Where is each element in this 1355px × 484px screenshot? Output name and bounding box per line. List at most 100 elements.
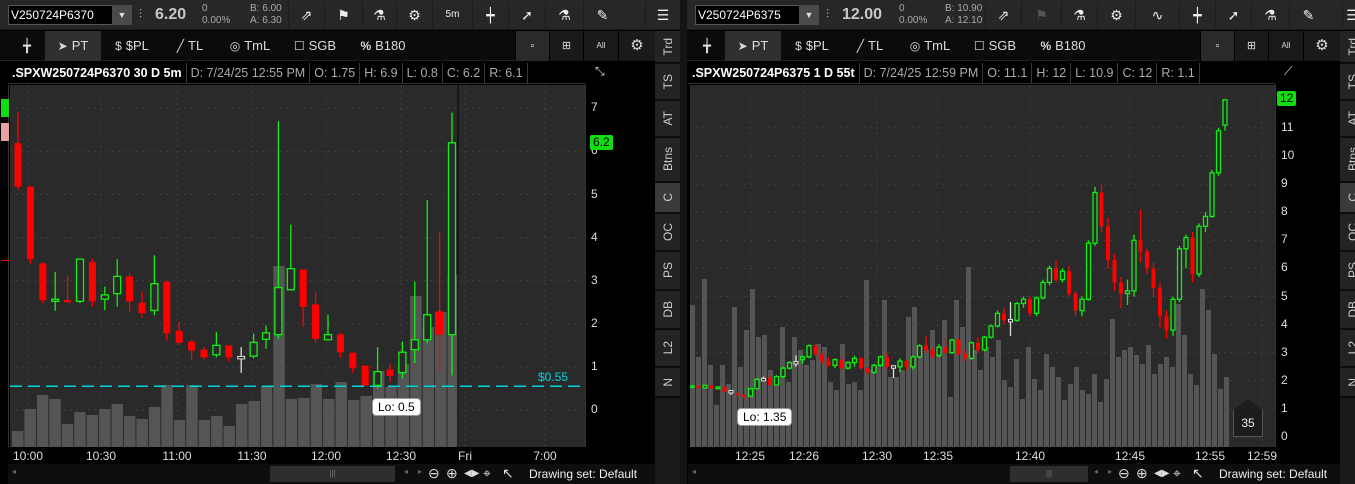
time-axis-right[interactable]: 12:25 12:26 12:30 12:35 12:40 12:45 12:55 12:59 xyxy=(688,447,1340,464)
sgb-tool[interactable]: ☐ SGB xyxy=(285,31,345,61)
single-layout-icon[interactable]: ▫ xyxy=(515,31,549,61)
side-tab-c[interactable]: C xyxy=(1340,183,1355,214)
pointer-tool[interactable]: ➤ PT xyxy=(725,31,781,61)
side-tab-l2[interactable]: L2 xyxy=(655,330,680,368)
zoom-in-icon[interactable]: ⊕ xyxy=(1136,465,1148,481)
auto-scale-icon[interactable]: ⤡ xyxy=(595,64,605,78)
pl-tool[interactable]: $ $PL xyxy=(783,31,841,61)
candle-style-icon[interactable]: ┿ xyxy=(1179,2,1215,28)
cursor-mode-icon[interactable]: ↖ xyxy=(1192,465,1204,481)
drawing-icon[interactable]: ✎ xyxy=(583,2,621,28)
cursor-icon[interactable]: ➚ xyxy=(1215,2,1251,28)
candle-style-icon[interactable]: ┿ xyxy=(472,2,508,28)
volume-bar xyxy=(1104,379,1109,447)
side-tab-oc[interactable]: OC xyxy=(1340,214,1355,252)
timeline-tool[interactable]: ◎ TmL xyxy=(220,31,280,61)
all-button[interactable]: All xyxy=(1268,31,1303,61)
drawing-set-label[interactable]: Drawing set: Default xyxy=(1219,467,1328,481)
time-axis-left[interactable]: 10:00 10:30 11:00 11:30 12:00 12:30 Fri 7:00 xyxy=(8,447,655,464)
pulse-icon[interactable]: ∿ xyxy=(1135,2,1179,28)
cursor-icon[interactable]: ➚ xyxy=(508,2,545,28)
cursor-mode-icon[interactable]: ↖ xyxy=(502,465,514,481)
scroll-right-button[interactable]: ▸ xyxy=(1108,467,1113,476)
grid-layout-icon[interactable]: ⊞ xyxy=(549,31,583,61)
pin-icon[interactable]: ╈ xyxy=(703,38,711,53)
side-tab-ps[interactable]: PS xyxy=(655,252,680,291)
grid-layout-icon[interactable]: ⊞ xyxy=(1234,31,1268,61)
horizontal-scrollbar[interactable]: ◂ ||| ◂ ▸ ⊖ ⊕ ◀▶ ⌖ ↖ Drawing set: Defaul… xyxy=(8,464,655,484)
all-button[interactable]: All xyxy=(583,31,618,61)
b180-tool[interactable]: % B180 xyxy=(352,31,414,61)
zoom-in-icon[interactable]: ⊕ xyxy=(446,465,458,481)
b180-tool[interactable]: % B180 xyxy=(1032,31,1094,61)
symbol-dropdown-button[interactable]: ▼ xyxy=(112,5,132,25)
price-axis-right[interactable]: ⟋ 0 1 2 3 4 5 6 7 8 9 10 11 xyxy=(1275,64,1340,447)
trendline-tool[interactable]: ╱ TL xyxy=(845,31,895,61)
scroll-left-button[interactable]: ◂ xyxy=(1094,467,1099,476)
scroll-left-arrow[interactable]: ◂ xyxy=(12,467,17,476)
thermometer-icon[interactable]: ⫶ xyxy=(139,7,143,21)
pan-icon[interactable]: ◀▶ xyxy=(464,468,480,479)
side-tab-trd[interactable]: Trd xyxy=(655,31,680,64)
interval-button[interactable]: 5m xyxy=(432,2,472,28)
zoom-out-icon[interactable]: ⊖ xyxy=(428,465,440,481)
candle-body-up xyxy=(690,385,695,389)
scrollbar-thumb[interactable]: ||| xyxy=(1010,466,1088,482)
side-tab-db[interactable]: DB xyxy=(655,291,680,330)
side-tab-trd[interactable]: Trd xyxy=(1340,31,1355,64)
drawing-icon[interactable]: ✎ xyxy=(1289,2,1327,28)
single-layout-icon[interactable]: ▫ xyxy=(1200,31,1234,61)
side-tab-at[interactable]: AT xyxy=(655,101,680,138)
side-tab-btns[interactable]: Btns xyxy=(1340,138,1355,183)
price-chart-left[interactable] xyxy=(10,85,585,447)
horizontal-scrollbar[interactable]: ◂ ||| ◂ ▸ ⊖ ⊕ ◀▶ ⌖ ↖ Drawing set: Defaul… xyxy=(688,464,1340,484)
side-tab-ts[interactable]: TS xyxy=(655,64,680,101)
scroll-left-button[interactable]: ◂ xyxy=(404,467,409,476)
side-tab-btns[interactable]: Btns xyxy=(655,138,680,183)
scrollbar-thumb[interactable]: ||| xyxy=(270,466,395,482)
side-tab-n[interactable]: N xyxy=(655,368,680,398)
pointer-tool[interactable]: ➤ PT xyxy=(45,31,101,61)
share-icon[interactable]: ⇗ xyxy=(288,2,324,28)
side-tab-c[interactable]: C xyxy=(655,183,680,214)
candle-body-down xyxy=(865,368,870,373)
gear-icon[interactable]: ⚙ xyxy=(396,2,432,28)
menu-icon[interactable]: ☰ xyxy=(1342,2,1355,28)
crosshair-icon[interactable]: ⌖ xyxy=(1173,465,1181,481)
timeline-tool[interactable]: ◎ TmL xyxy=(900,31,960,61)
sgb-tool[interactable]: ☐ SGB xyxy=(965,31,1025,61)
symbol-input[interactable]: V250724P6375 xyxy=(695,5,801,25)
gear-icon[interactable]: ⚙ xyxy=(1097,2,1135,28)
scroll-left-arrow[interactable]: ◂ xyxy=(692,467,697,476)
drawing-set-label[interactable]: Drawing set: Default xyxy=(529,467,638,481)
studies-flask-icon[interactable]: ⚗ xyxy=(545,2,583,28)
pan-icon[interactable]: ◀▶ xyxy=(1154,468,1170,479)
zoom-out-icon[interactable]: ⊖ xyxy=(1118,465,1130,481)
alert-icon[interactable]: ⚑ xyxy=(1021,2,1061,28)
trendline-tool[interactable]: ╱ TL xyxy=(165,31,215,61)
side-tab-n[interactable]: N xyxy=(1340,368,1355,398)
price-chart-right[interactable] xyxy=(690,85,1275,447)
thermometer-icon[interactable]: ⫶ xyxy=(826,7,830,21)
pin-icon[interactable]: ╈ xyxy=(23,38,31,53)
menu-icon[interactable]: ☰ xyxy=(645,2,680,28)
crosshair-icon[interactable]: ⌖ xyxy=(483,465,491,481)
study-icon[interactable]: ⟋ xyxy=(1284,64,1293,78)
symbol-input[interactable]: V250724P6370 xyxy=(8,5,114,25)
side-tab-ts[interactable]: TS xyxy=(1340,64,1355,101)
side-tab-l2[interactable]: L2 xyxy=(1340,330,1355,368)
side-tab-ps[interactable]: PS xyxy=(1340,252,1355,291)
side-tab-at[interactable]: AT xyxy=(1340,101,1355,138)
share-icon[interactable]: ⇗ xyxy=(985,2,1021,28)
studies-flask-icon[interactable]: ⚗ xyxy=(1251,2,1289,28)
pl-tool[interactable]: $ $PL xyxy=(103,31,161,61)
settings-gear-icon[interactable]: ⚙ xyxy=(1303,31,1340,61)
side-tab-db[interactable]: DB xyxy=(1340,291,1355,330)
flask-icon[interactable]: ⚗ xyxy=(362,2,396,28)
symbol-dropdown-button[interactable]: ▼ xyxy=(799,5,819,25)
flask-icon[interactable]: ⚗ xyxy=(1061,2,1097,28)
scroll-right-button[interactable]: ▸ xyxy=(418,467,423,476)
side-tab-oc[interactable]: OC xyxy=(655,214,680,252)
settings-gear-icon[interactable]: ⚙ xyxy=(618,31,655,61)
alert-icon[interactable]: ⚑ xyxy=(324,2,362,28)
